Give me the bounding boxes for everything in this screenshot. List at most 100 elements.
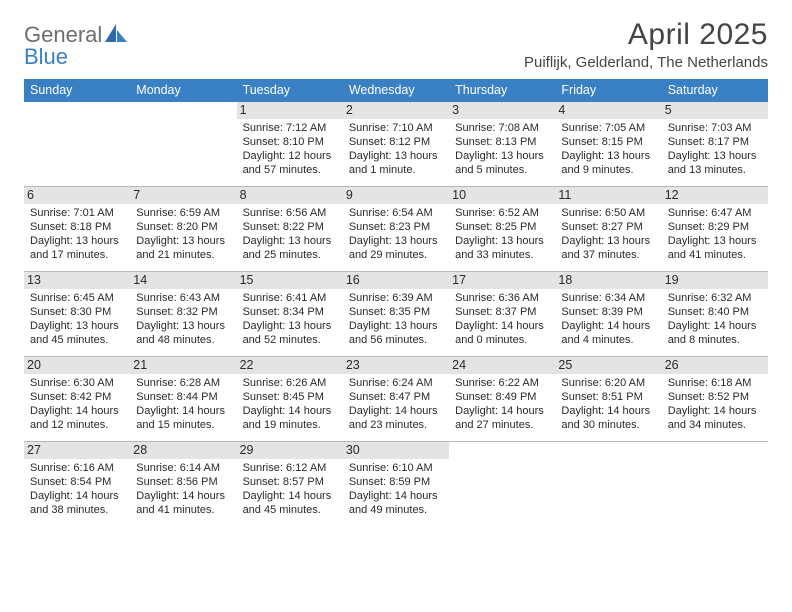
page-title: April 2025 — [524, 18, 768, 52]
sunrise-line: Sunrise: 6:32 AM — [668, 291, 762, 305]
sunrise-line: Sunrise: 6:18 AM — [668, 376, 762, 390]
sunset-line: Sunset: 8:59 PM — [349, 475, 443, 489]
sunrise-line: Sunrise: 7:12 AM — [243, 121, 337, 135]
sunrise-line: Sunrise: 7:05 AM — [561, 121, 655, 135]
day-number: 8 — [237, 187, 343, 204]
sunrise-line: Sunrise: 6:50 AM — [561, 206, 655, 220]
daylight-line: Daylight: 14 hours and 23 minutes. — [349, 404, 443, 432]
page-subtitle: Puiflijk, Gelderland, The Netherlands — [524, 54, 768, 71]
sunset-line: Sunset: 8:34 PM — [243, 305, 337, 319]
title-block: April 2025 Puiflijk, Gelderland, The Net… — [524, 18, 768, 71]
day-number: 13 — [24, 272, 130, 289]
calendar-day-cell: 20Sunrise: 6:30 AMSunset: 8:42 PMDayligh… — [24, 357, 130, 441]
day-number: 18 — [555, 272, 661, 289]
sunset-line: Sunset: 8:29 PM — [668, 220, 762, 234]
sunset-line: Sunset: 8:40 PM — [668, 305, 762, 319]
sunrise-line: Sunrise: 6:45 AM — [30, 291, 124, 305]
day-number: 19 — [662, 272, 768, 289]
sunrise-line: Sunrise: 6:34 AM — [561, 291, 655, 305]
calendar-day-cell: 29Sunrise: 6:12 AMSunset: 8:57 PMDayligh… — [237, 442, 343, 526]
calendar-day-cell: 14Sunrise: 6:43 AMSunset: 8:32 PMDayligh… — [130, 272, 236, 356]
sunset-line: Sunset: 8:42 PM — [30, 390, 124, 404]
calendar-blank-cell — [555, 442, 661, 526]
daylight-line: Daylight: 13 hours and 37 minutes. — [561, 234, 655, 262]
day-number: 6 — [24, 187, 130, 204]
calendar-day-cell: 10Sunrise: 6:52 AMSunset: 8:25 PMDayligh… — [449, 187, 555, 271]
daylight-line: Daylight: 13 hours and 29 minutes. — [349, 234, 443, 262]
sunset-line: Sunset: 8:22 PM — [243, 220, 337, 234]
day-number: 21 — [130, 357, 236, 374]
sunset-line: Sunset: 8:49 PM — [455, 390, 549, 404]
weekday-header: Thursday — [449, 79, 555, 102]
sunset-line: Sunset: 8:54 PM — [30, 475, 124, 489]
calendar-day-cell: 4 Sunrise: 7:05 AMSunset: 8:15 PMDaylight… — [555, 102, 661, 186]
sunset-line: Sunset: 8:25 PM — [455, 220, 549, 234]
sunrise-line: Sunrise: 6:43 AM — [136, 291, 230, 305]
logo-word-2: Blue — [24, 44, 68, 69]
daylight-line: Daylight: 13 hours and 9 minutes. — [561, 149, 655, 177]
calendar-day-cell: 23Sunrise: 6:24 AMSunset: 8:47 PMDayligh… — [343, 357, 449, 441]
daylight-line: Daylight: 13 hours and 33 minutes. — [455, 234, 549, 262]
calendar-grid: Sunday Monday Tuesday Wednesday Thursday… — [24, 79, 768, 526]
calendar-week-row: 1Sunrise: 7:12 AMSunset: 8:10 PMDaylight… — [24, 102, 768, 187]
sunrise-line: Sunrise: 6:56 AM — [243, 206, 337, 220]
sunset-line: Sunset: 8:15 PM — [561, 135, 655, 149]
daylight-line: Daylight: 14 hours and 45 minutes. — [243, 489, 337, 517]
calendar-day-cell: 16Sunrise: 6:39 AMSunset: 8:35 PMDayligh… — [343, 272, 449, 356]
calendar-day-cell: 2Sunrise: 7:10 AMSunset: 8:12 PMDaylight… — [343, 102, 449, 186]
daylight-line: Daylight: 13 hours and 56 minutes. — [349, 319, 443, 347]
calendar-day-cell: 11Sunrise: 6:50 AMSunset: 8:27 PMDayligh… — [555, 187, 661, 271]
daylight-line: Daylight: 13 hours and 52 minutes. — [243, 319, 337, 347]
header: GeneralBlue April 2025 Puiflijk, Gelderl… — [24, 18, 768, 71]
day-number: 23 — [343, 357, 449, 374]
sunset-line: Sunset: 8:12 PM — [349, 135, 443, 149]
daylight-line: Daylight: 13 hours and 1 minute. — [349, 149, 443, 177]
sunset-line: Sunset: 8:45 PM — [243, 390, 337, 404]
day-number: 5 — [662, 102, 768, 119]
sunrise-line: Sunrise: 6:47 AM — [668, 206, 762, 220]
sunset-line: Sunset: 8:57 PM — [243, 475, 337, 489]
calendar-day-cell: 8Sunrise: 6:56 AMSunset: 8:22 PMDaylight… — [237, 187, 343, 271]
sunset-line: Sunset: 8:23 PM — [349, 220, 443, 234]
calendar-day-cell: 3Sunrise: 7:08 AMSunset: 8:13 PMDaylight… — [449, 102, 555, 186]
calendar-day-cell: 28Sunrise: 6:14 AMSunset: 8:56 PMDayligh… — [130, 442, 236, 526]
calendar-day-cell: 18Sunrise: 6:34 AMSunset: 8:39 PMDayligh… — [555, 272, 661, 356]
daylight-line: Daylight: 14 hours and 34 minutes. — [668, 404, 762, 432]
calendar-week-row: 20Sunrise: 6:30 AMSunset: 8:42 PMDayligh… — [24, 357, 768, 442]
day-number: 4 — [555, 102, 661, 119]
daylight-line: Daylight: 14 hours and 15 minutes. — [136, 404, 230, 432]
daylight-line: Daylight: 14 hours and 8 minutes. — [668, 319, 762, 347]
sunrise-line: Sunrise: 6:36 AM — [455, 291, 549, 305]
sunrise-line: Sunrise: 6:41 AM — [243, 291, 337, 305]
daylight-line: Daylight: 13 hours and 13 minutes. — [668, 149, 762, 177]
calendar-day-cell: 27Sunrise: 6:16 AMSunset: 8:54 PMDayligh… — [24, 442, 130, 526]
sunset-line: Sunset: 8:51 PM — [561, 390, 655, 404]
weekday-header: Wednesday — [343, 79, 449, 102]
day-number: 27 — [24, 442, 130, 459]
calendar-day-cell: 6Sunrise: 7:01 AMSunset: 8:18 PMDaylight… — [24, 187, 130, 271]
day-number: 22 — [237, 357, 343, 374]
day-number: 11 — [555, 187, 661, 204]
weekday-header-row: Sunday Monday Tuesday Wednesday Thursday… — [24, 79, 768, 102]
sunset-line: Sunset: 8:56 PM — [136, 475, 230, 489]
sunrise-line: Sunrise: 7:03 AM — [668, 121, 762, 135]
daylight-line: Daylight: 13 hours and 45 minutes. — [30, 319, 124, 347]
day-number: 14 — [130, 272, 236, 289]
weekday-header: Friday — [555, 79, 661, 102]
calendar-blank-cell — [24, 102, 130, 186]
calendar-day-cell: 26Sunrise: 6:18 AMSunset: 8:52 PMDayligh… — [662, 357, 768, 441]
calendar-day-cell: 1Sunrise: 7:12 AMSunset: 8:10 PMDaylight… — [237, 102, 343, 186]
sunrise-line: Sunrise: 6:10 AM — [349, 461, 443, 475]
sunrise-line: Sunrise: 6:14 AM — [136, 461, 230, 475]
weekday-header: Sunday — [24, 79, 130, 102]
calendar-week-row: 13Sunrise: 6:45 AMSunset: 8:30 PMDayligh… — [24, 272, 768, 357]
sunset-line: Sunset: 8:39 PM — [561, 305, 655, 319]
sunset-line: Sunset: 8:17 PM — [668, 135, 762, 149]
daylight-line: Daylight: 14 hours and 41 minutes. — [136, 489, 230, 517]
sunrise-line: Sunrise: 6:12 AM — [243, 461, 337, 475]
daylight-line: Daylight: 14 hours and 30 minutes. — [561, 404, 655, 432]
calendar-day-cell: 24Sunrise: 6:22 AMSunset: 8:49 PMDayligh… — [449, 357, 555, 441]
calendar-day-cell: 12Sunrise: 6:47 AMSunset: 8:29 PMDayligh… — [662, 187, 768, 271]
sunrise-line: Sunrise: 6:28 AM — [136, 376, 230, 390]
daylight-line: Daylight: 13 hours and 17 minutes. — [30, 234, 124, 262]
